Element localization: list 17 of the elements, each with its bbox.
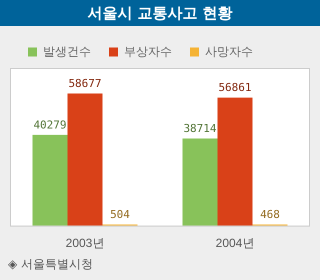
data-label: 38714 bbox=[183, 122, 217, 135]
bar bbox=[182, 138, 218, 226]
data-label: 58677 bbox=[68, 76, 102, 90]
legend-label: 부상자수 bbox=[124, 44, 172, 58]
bar bbox=[68, 93, 102, 226]
bar bbox=[218, 98, 252, 226]
data-label: 56861 bbox=[218, 80, 252, 94]
data-label: 40279 bbox=[33, 118, 67, 132]
data-label: 468 bbox=[260, 208, 280, 221]
legend-label: 발생건수 bbox=[43, 44, 91, 58]
text: ◈ 서울특별시청 bbox=[8, 256, 94, 273]
legend-label: 사망자수 bbox=[205, 44, 253, 58]
x-tick-label: 2004년 bbox=[216, 236, 254, 250]
x-tick-label: 2003년 bbox=[66, 236, 104, 250]
data-label: 504 bbox=[110, 208, 130, 221]
chart-title: 서울시 교통사고 현황 bbox=[0, 0, 320, 26]
bar bbox=[32, 134, 68, 226]
